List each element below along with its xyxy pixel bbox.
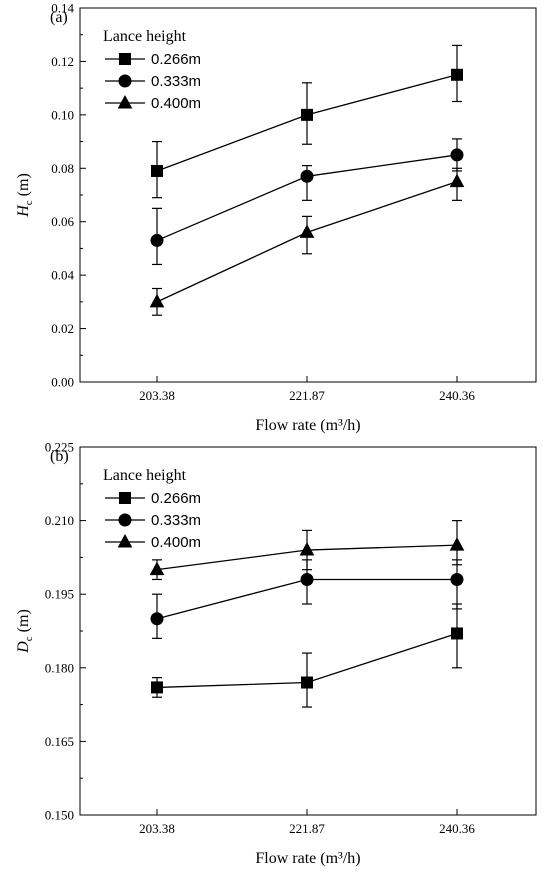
data-point-marker xyxy=(151,164,163,177)
legend-marker xyxy=(118,74,132,88)
panel-label: (b) xyxy=(50,448,69,465)
plot-frame xyxy=(79,446,537,816)
y-tick-label: 0.08 xyxy=(51,161,74,176)
data-point-marker xyxy=(300,169,314,183)
y-tick-label: 0.150 xyxy=(45,808,74,823)
legend-entry: 0.400m xyxy=(105,94,201,112)
data-point-marker xyxy=(151,681,163,694)
y-axis-label-unit: (m) xyxy=(15,609,32,636)
x-tick-label: 203.38 xyxy=(139,821,175,836)
legend-marker xyxy=(117,533,133,548)
data-point-marker xyxy=(299,224,315,238)
series-0.400m xyxy=(149,167,465,316)
y-axis-label: Dc (m) xyxy=(15,609,35,654)
data-point-marker xyxy=(301,108,313,121)
legend: Lance height 0.266m 0.333m 0.400m xyxy=(103,28,201,112)
legend-marker xyxy=(119,492,131,504)
legend-marker xyxy=(119,53,131,65)
y-axis-label-symbol: H xyxy=(15,204,32,218)
legend-label: 0.400m xyxy=(151,534,201,551)
data-point-marker xyxy=(449,537,465,551)
y-axis-label-subscript: c xyxy=(23,200,35,205)
y-tick-label: 0.14 xyxy=(51,1,74,16)
series-0.266m xyxy=(151,603,463,708)
y-axis-label-symbol: D xyxy=(15,641,32,654)
y-tick-label: 0.10 xyxy=(51,107,74,122)
y-tick-label: 0.00 xyxy=(51,375,74,390)
legend-label: 0.400m xyxy=(151,95,201,112)
legend-title: Lance height xyxy=(103,467,187,484)
legend-entry: 0.333m xyxy=(105,73,201,90)
data-point-marker xyxy=(149,561,165,576)
legend-marker xyxy=(117,94,133,109)
data-point-marker xyxy=(300,572,314,586)
x-axis-label: Flow rate (m³/h) xyxy=(255,850,360,867)
legend-marker xyxy=(118,513,132,527)
legend: Lance height 0.266m 0.333m 0.400m xyxy=(103,467,201,551)
data-point-marker xyxy=(150,233,164,247)
x-tick-label: 240.36 xyxy=(439,821,475,836)
legend-entry: 0.266m xyxy=(105,51,201,68)
x-tick-label: 221.87 xyxy=(289,388,325,403)
chart-panel-b: (b) 0.150 0.165 0.180 0.195 0.210 0.225 203.38 2… xyxy=(15,440,537,867)
y-axis-label: Hc (m) xyxy=(15,173,35,218)
x-tick-label: 203.38 xyxy=(139,388,175,403)
data-point-marker xyxy=(451,627,463,640)
data-point-marker xyxy=(451,68,463,81)
data-point-marker xyxy=(150,612,164,626)
y-tick-label: 0.06 xyxy=(51,214,74,229)
y-tick-label: 0.180 xyxy=(45,660,74,675)
chart-panel-a: (a) 0.00 0.02 0.04 0.06 0.08 0.10 0.12 0.14 203.3… xyxy=(15,1,537,434)
y-axis-label-unit: (m) xyxy=(15,173,32,200)
legend-title: Lance height xyxy=(103,28,187,45)
series-0.400m xyxy=(149,519,465,581)
y-tick-label: 0.225 xyxy=(45,440,74,455)
data-point-marker xyxy=(450,148,464,162)
legend-label: 0.266m xyxy=(151,51,201,68)
y-axis-label-subscript: c xyxy=(23,636,35,641)
legend-entry: 0.266m xyxy=(105,490,201,507)
legend-label: 0.333m xyxy=(151,73,201,90)
y-tick-label: 0.12 xyxy=(51,54,74,69)
y-tick-label: 0.165 xyxy=(45,734,74,749)
legend-label: 0.266m xyxy=(151,490,201,507)
y-tick-label: 0.04 xyxy=(51,268,74,283)
y-tick-label: 0.02 xyxy=(51,321,74,336)
legend-label: 0.333m xyxy=(151,512,201,529)
series-0.333m xyxy=(150,138,464,266)
y-tick-label: 0.210 xyxy=(45,513,74,528)
data-point-marker xyxy=(301,676,313,689)
series-0.266m xyxy=(151,44,463,199)
panel-label: (a) xyxy=(50,9,68,26)
plot-frame xyxy=(79,7,537,383)
legend-entry: 0.333m xyxy=(105,512,201,529)
x-tick-label: 240.36 xyxy=(439,388,475,403)
data-point-marker xyxy=(449,173,465,188)
x-axis-label: Flow rate (m³/h) xyxy=(255,417,360,434)
y-tick-label: 0.195 xyxy=(45,587,74,602)
data-point-marker xyxy=(450,572,464,586)
x-tick-label: 221.87 xyxy=(289,821,325,836)
legend-entry: 0.400m xyxy=(105,533,201,551)
series-0.333m xyxy=(150,559,464,639)
data-point-marker xyxy=(299,541,315,556)
data-point-marker xyxy=(149,293,165,308)
